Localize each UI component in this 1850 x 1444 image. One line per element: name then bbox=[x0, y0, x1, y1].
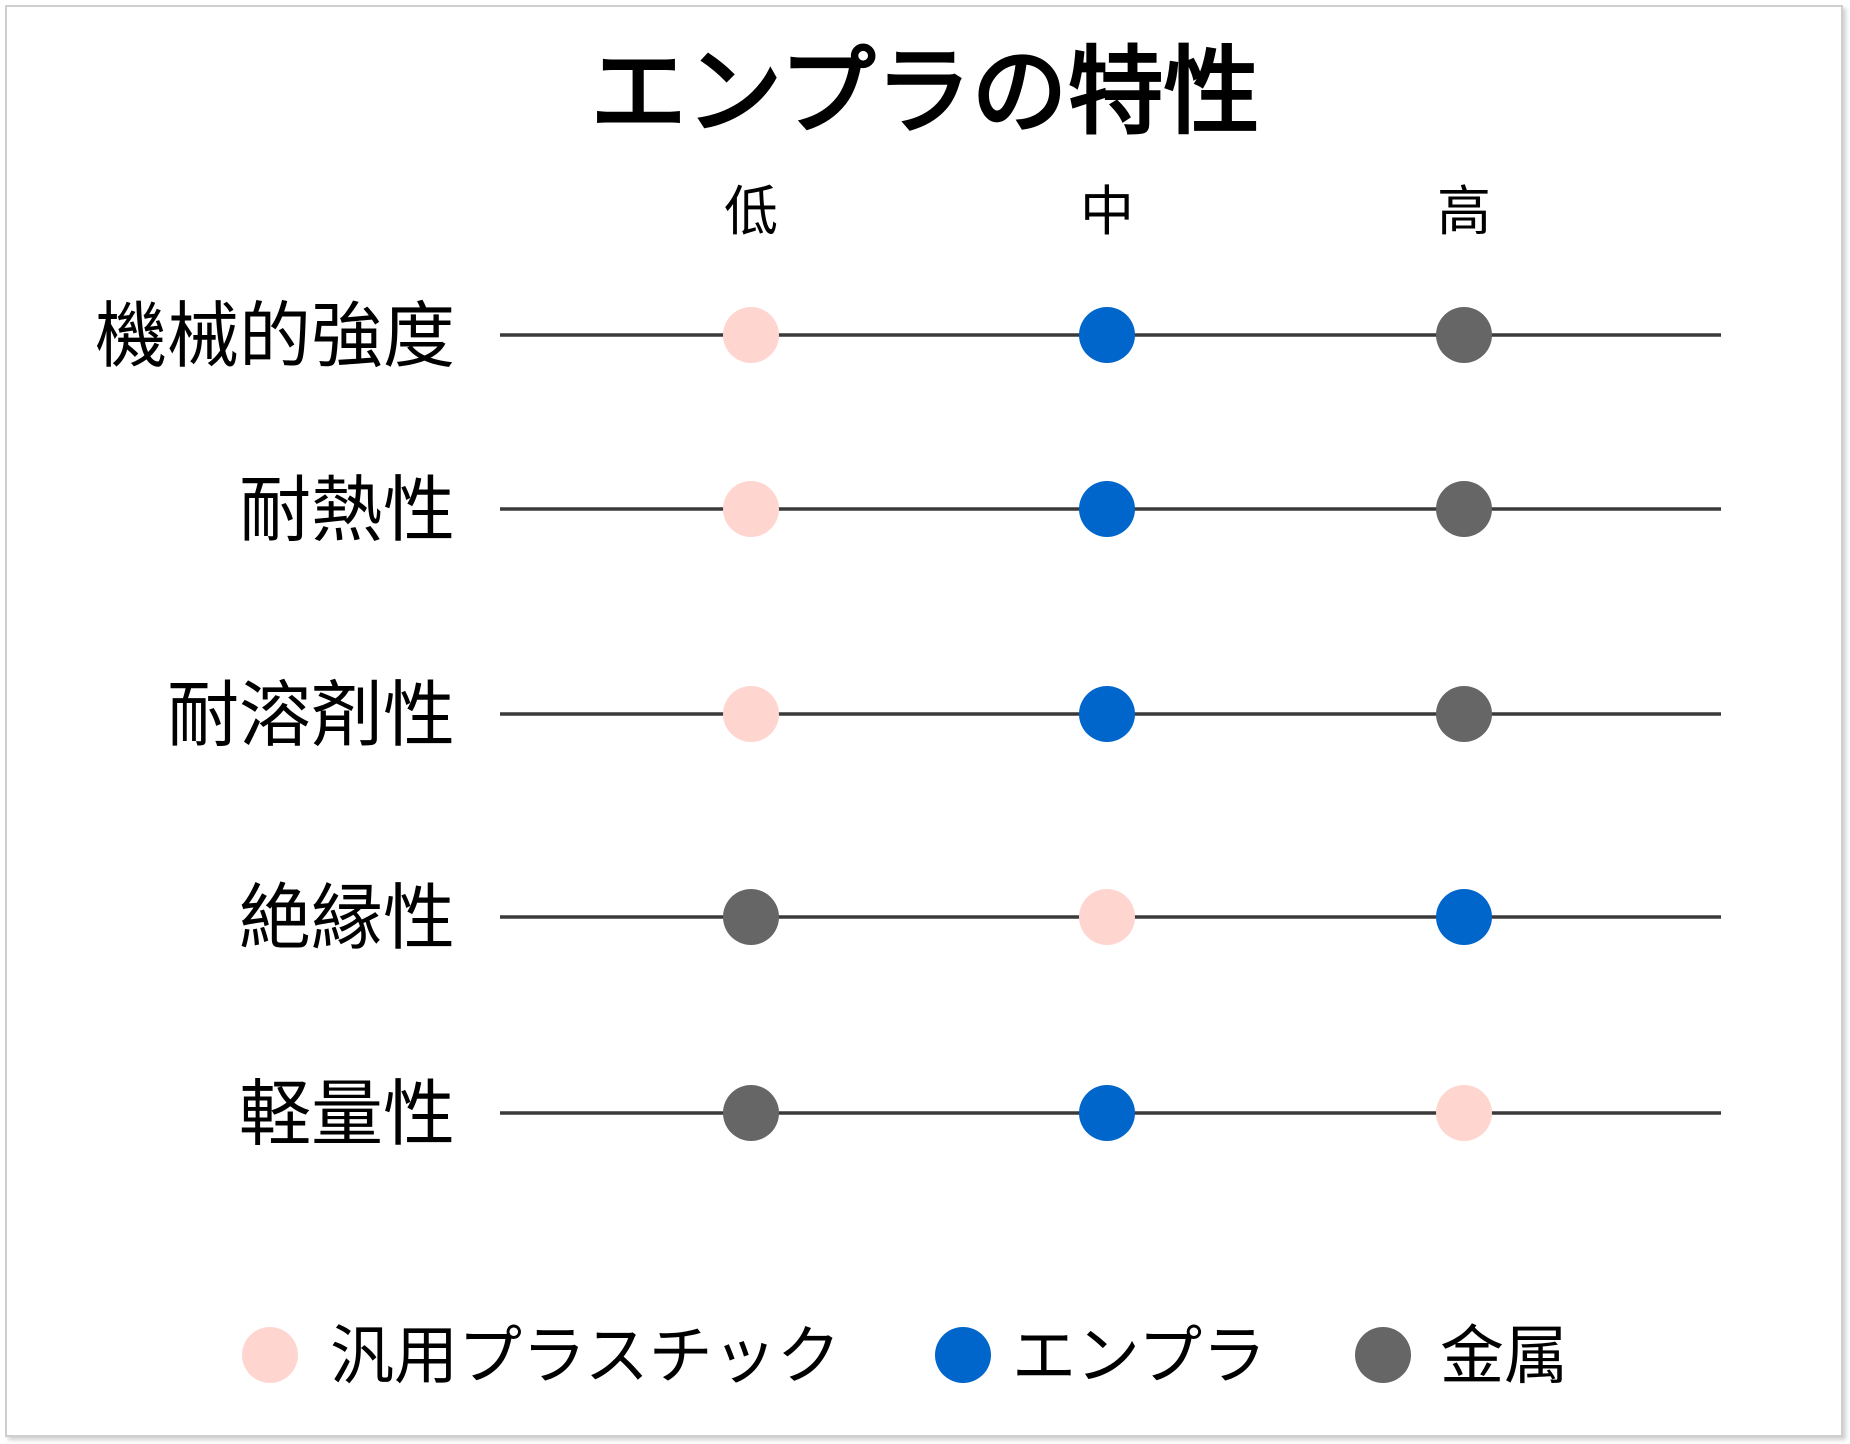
data-point bbox=[723, 307, 779, 363]
level-label: 低 bbox=[724, 180, 778, 243]
legend-marker bbox=[1355, 1327, 1411, 1383]
row-label: 絶縁性 bbox=[239, 876, 455, 960]
data-point bbox=[723, 481, 779, 537]
chart-frame bbox=[5, 5, 1843, 1437]
data-point bbox=[1436, 1085, 1492, 1141]
data-point bbox=[1436, 307, 1492, 363]
row-label: 耐溶剤性 bbox=[167, 673, 455, 757]
legend: 汎用プラスチック エンプラ 金属 bbox=[242, 1320, 1568, 1394]
legend-label: エンプラ bbox=[1012, 1320, 1266, 1394]
data-point bbox=[1436, 481, 1492, 537]
legend-label: 汎用プラスチック bbox=[330, 1320, 841, 1394]
row-label: 軽量性 bbox=[239, 1072, 455, 1156]
row-label: 機械的強度 bbox=[95, 294, 455, 378]
chart-title: エンプラの特性 bbox=[590, 36, 1259, 148]
level-labels: 低中高 bbox=[724, 180, 1491, 243]
level-label: 高 bbox=[1437, 180, 1491, 243]
legend-item: 汎用プラスチック bbox=[242, 1320, 841, 1394]
property-row: 耐溶剤性 bbox=[167, 673, 1721, 757]
data-point bbox=[1436, 889, 1492, 945]
data-point bbox=[1079, 889, 1135, 945]
data-point bbox=[723, 1085, 779, 1141]
row-label: 耐熱性 bbox=[239, 468, 455, 552]
legend-item: エンプラ bbox=[935, 1320, 1266, 1394]
data-point bbox=[723, 686, 779, 742]
property-row: 機械的強度 bbox=[95, 294, 1721, 378]
data-point bbox=[1079, 1085, 1135, 1141]
legend-item: 金属 bbox=[1355, 1320, 1568, 1394]
data-point bbox=[723, 889, 779, 945]
legend-marker bbox=[935, 1327, 991, 1383]
property-row: 軽量性 bbox=[239, 1072, 1721, 1156]
legend-marker bbox=[242, 1327, 298, 1383]
property-row: 絶縁性 bbox=[239, 876, 1721, 960]
data-point bbox=[1436, 686, 1492, 742]
level-label: 中 bbox=[1080, 180, 1134, 243]
legend-label: 金属 bbox=[1440, 1320, 1568, 1394]
data-point bbox=[1079, 307, 1135, 363]
data-point bbox=[1079, 481, 1135, 537]
data-point bbox=[1079, 686, 1135, 742]
property-row: 耐熱性 bbox=[239, 468, 1721, 552]
